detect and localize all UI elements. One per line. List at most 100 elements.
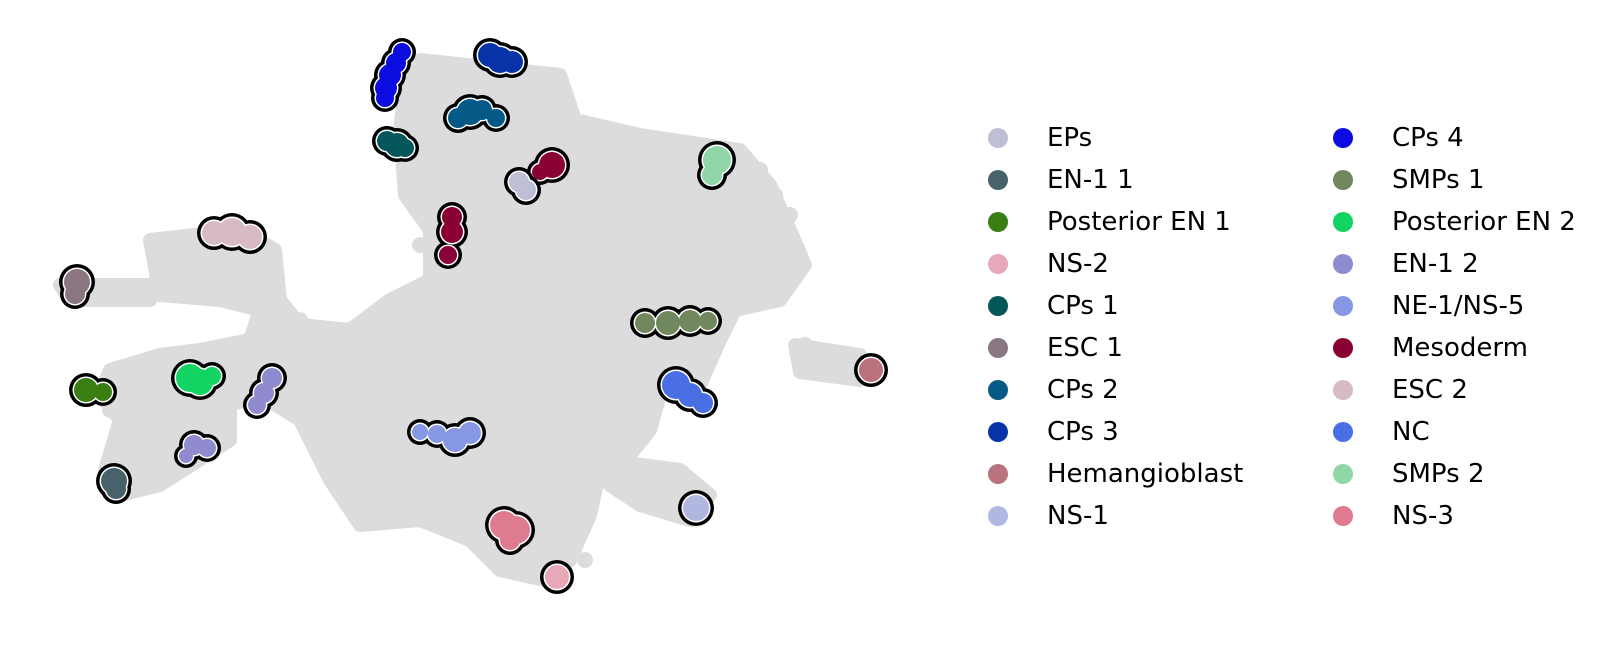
cluster-cell bbox=[198, 439, 216, 457]
legend-label: CPs 3 bbox=[1047, 417, 1119, 447]
legend-item: Hemangioblast bbox=[988, 453, 1333, 495]
cluster-cell bbox=[428, 425, 446, 443]
legend-marker bbox=[988, 128, 1008, 148]
legend-marker bbox=[988, 380, 1008, 400]
highlighted-clusters bbox=[59, 38, 888, 594]
cluster-cell bbox=[545, 565, 569, 589]
background-cell bbox=[767, 187, 783, 203]
cluster-cell bbox=[472, 100, 492, 120]
legend-item: SMPs 1 bbox=[1333, 159, 1593, 201]
background-cell bbox=[617, 367, 633, 383]
legend-marker bbox=[988, 506, 1008, 526]
background-cell bbox=[572, 512, 588, 528]
background-cell bbox=[512, 322, 528, 338]
cluster-cell bbox=[396, 139, 414, 157]
legend-item: NE-1/NS-5 bbox=[1333, 285, 1593, 327]
background-cell bbox=[837, 352, 853, 368]
background-cell bbox=[322, 327, 338, 343]
background-cell bbox=[352, 322, 368, 338]
legend-item: CPs 1 bbox=[988, 285, 1333, 327]
background-cell bbox=[137, 457, 153, 473]
background-cell bbox=[552, 547, 568, 563]
legend-label: Mesoderm bbox=[1392, 333, 1528, 363]
legend-item: ESC 1 bbox=[988, 327, 1333, 369]
cluster-en-1-2 bbox=[174, 430, 221, 468]
legend-marker bbox=[1333, 212, 1353, 232]
legend-marker bbox=[1333, 128, 1353, 148]
cluster-ns-2 bbox=[540, 560, 574, 594]
legend-item: NC bbox=[1333, 411, 1593, 453]
legend: EPs EN-1 1 Posterior EN 1 NS-2 CPs 1 ESC 1 CPs… bbox=[988, 117, 1593, 537]
legend-label: NS-3 bbox=[1392, 501, 1454, 531]
legend-item: CPs 4 bbox=[1333, 117, 1593, 159]
background-cell bbox=[107, 284, 123, 300]
cluster-smps-1 bbox=[630, 305, 722, 340]
cluster-esc-1 bbox=[59, 264, 95, 309]
cluster-posterior-en-2 bbox=[171, 359, 226, 400]
cluster-cell bbox=[442, 207, 462, 227]
background-cell bbox=[252, 332, 268, 348]
cluster-cell bbox=[248, 396, 266, 414]
cluster-en-1-2 bbox=[243, 363, 287, 419]
cluster-cell bbox=[702, 165, 722, 185]
legend-item: EN-1 1 bbox=[988, 159, 1333, 201]
cluster-cell bbox=[376, 89, 394, 107]
cluster-ne-1-ns-5 bbox=[407, 417, 486, 457]
legend-marker bbox=[1333, 254, 1353, 274]
background-cell bbox=[122, 437, 138, 453]
cluster-smps-2 bbox=[697, 141, 736, 190]
cluster-cps-4 bbox=[370, 38, 416, 112]
cluster-cell bbox=[94, 383, 112, 401]
cluster-cell bbox=[106, 479, 126, 499]
legend-marker bbox=[988, 254, 1008, 274]
cluster-cps-3 bbox=[473, 38, 528, 78]
cluster-cell bbox=[699, 312, 717, 330]
legend-marker bbox=[988, 296, 1008, 316]
background-cell bbox=[592, 337, 608, 353]
cluster-esc-2 bbox=[197, 213, 267, 254]
cluster-nc bbox=[657, 366, 718, 418]
background-cell bbox=[482, 277, 498, 293]
legend-marker bbox=[988, 212, 1008, 232]
legend-marker bbox=[1333, 506, 1353, 526]
legend-label: CPs 4 bbox=[1392, 123, 1464, 153]
legend-marker bbox=[988, 338, 1008, 358]
legend-marker bbox=[988, 170, 1008, 190]
cluster-cell bbox=[74, 378, 98, 402]
background-cell bbox=[752, 162, 768, 178]
legend-label: Posterior EN 2 bbox=[1392, 207, 1576, 237]
cluster-cell bbox=[459, 422, 481, 444]
background-cell bbox=[612, 297, 628, 313]
cluster-cell bbox=[635, 313, 655, 333]
cluster-cell bbox=[693, 393, 713, 413]
cluster-cell bbox=[516, 180, 536, 200]
legend-marker bbox=[1333, 422, 1353, 442]
legend-marker bbox=[1333, 338, 1353, 358]
legend-item: Posterior EN 1 bbox=[988, 201, 1333, 243]
legend-marker bbox=[1333, 464, 1353, 484]
background-cell bbox=[422, 362, 438, 378]
background-cell bbox=[402, 352, 418, 368]
cluster-mesoderm bbox=[527, 147, 570, 185]
background-cell bbox=[592, 432, 608, 448]
legend-label: CPs 2 bbox=[1047, 375, 1119, 405]
background-cell bbox=[242, 292, 258, 308]
legend-marker bbox=[1333, 296, 1353, 316]
background-cell bbox=[102, 402, 118, 418]
cluster-posterior-en-1 bbox=[69, 373, 117, 407]
cluster-cell bbox=[683, 495, 709, 521]
cluster-cell bbox=[500, 530, 520, 550]
cluster-mesoderm bbox=[434, 202, 468, 269]
cluster-eps bbox=[504, 167, 541, 205]
cluster-cell bbox=[656, 311, 680, 335]
cluster-cell bbox=[262, 368, 282, 388]
cluster-cell bbox=[679, 310, 701, 332]
background-cells bbox=[53, 53, 867, 587]
legend-label: Posterior EN 1 bbox=[1047, 207, 1231, 237]
cluster-cell bbox=[441, 221, 463, 243]
cluster-cell bbox=[203, 367, 221, 385]
legend-item: ESC 2 bbox=[1333, 369, 1593, 411]
legend-item: Mesoderm bbox=[1333, 327, 1593, 369]
legend-label: CPs 1 bbox=[1047, 291, 1119, 321]
legend-label: ESC 1 bbox=[1047, 333, 1123, 363]
